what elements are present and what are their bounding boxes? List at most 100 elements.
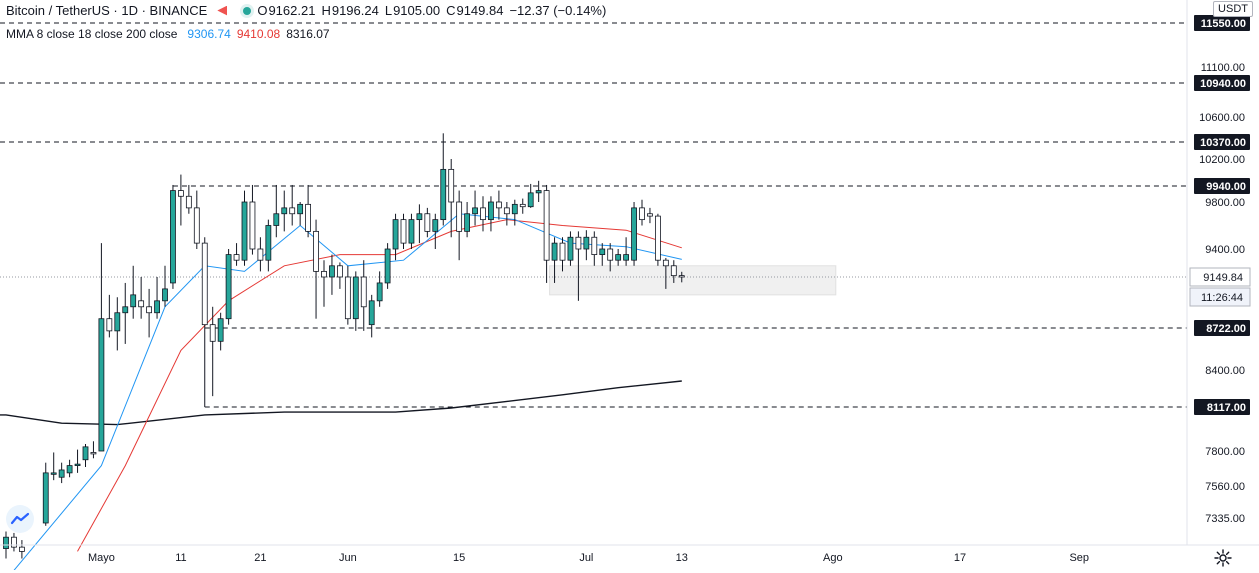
candle-body xyxy=(607,248,614,261)
price-tick-label: 7335.00 xyxy=(1205,513,1245,525)
candle-body xyxy=(42,472,49,524)
candle-body xyxy=(154,300,160,314)
candle-body xyxy=(480,207,486,221)
candle-body xyxy=(400,219,407,244)
market-status-icon xyxy=(243,6,252,15)
candle-body xyxy=(281,207,288,215)
candle-body xyxy=(360,276,367,308)
indicator-legend[interactable]: MMA 8 close 18 close 200 close 9306.74 9… xyxy=(6,27,336,41)
last-price-label: 9149.84 xyxy=(1203,272,1243,284)
candle-body xyxy=(138,300,145,308)
candle-body xyxy=(225,254,232,320)
candle-body xyxy=(177,190,184,197)
candle-body xyxy=(329,265,335,278)
candle-body xyxy=(639,207,645,221)
candle-body xyxy=(114,312,121,332)
tradingview-logo-icon[interactable] xyxy=(6,505,34,533)
candle-body xyxy=(527,192,534,208)
currency-badge[interactable]: USDT xyxy=(1213,1,1253,17)
time-tick-label: Jul xyxy=(579,552,593,564)
level-label: 11550.00 xyxy=(1201,18,1246,30)
level-label: 9940.00 xyxy=(1206,181,1246,193)
candle-body xyxy=(305,203,312,232)
candle-body xyxy=(567,236,574,261)
candle-body xyxy=(432,219,439,232)
close-key: C xyxy=(446,3,456,18)
candle-body xyxy=(623,254,629,261)
candle-body xyxy=(82,446,89,461)
candle-body xyxy=(392,219,399,250)
candle-body xyxy=(599,248,606,255)
candle-body xyxy=(583,236,590,250)
price-tick-label: 9400.00 xyxy=(1205,244,1245,256)
level-label-bg xyxy=(1194,75,1250,91)
candle-body xyxy=(98,318,105,452)
open-key: O xyxy=(257,3,268,18)
last-price-label-bg xyxy=(1189,267,1251,287)
high-key: H xyxy=(321,3,331,18)
candle-body xyxy=(249,201,256,250)
symbol-legend: Bitcoin / TetherUS · 1D · BINANCE O 9162.… xyxy=(6,3,612,18)
settings-gear-icon[interactable] xyxy=(1213,548,1233,568)
price-tick-label: 9800.00 xyxy=(1205,197,1245,209)
candle-body xyxy=(670,265,677,277)
candle-body xyxy=(241,201,248,261)
price-tick-label: 10600.00 xyxy=(1199,112,1245,124)
candle-body xyxy=(591,236,598,255)
time-tick-label: 15 xyxy=(453,552,465,564)
countdown-label: 11:26:44 xyxy=(1201,292,1243,304)
candle-body xyxy=(257,248,264,261)
close-value: 9149.84 xyxy=(456,3,504,18)
ma8-value: 9306.74 xyxy=(187,27,231,41)
candle-body xyxy=(11,536,17,548)
time-tick-label: Mayo xyxy=(88,552,115,564)
candle-body xyxy=(146,306,153,314)
symbol-title[interactable]: Bitcoin / TetherUS · 1D · BINANCE xyxy=(6,3,208,18)
low-key: L xyxy=(384,3,393,18)
time-tick-label: 21 xyxy=(254,552,266,564)
candle-body xyxy=(678,275,685,278)
candle-body xyxy=(543,190,550,261)
candle-body xyxy=(488,201,494,221)
candle-body xyxy=(511,203,518,215)
candle-body xyxy=(472,207,478,215)
candle-body xyxy=(321,270,327,278)
candle-body xyxy=(647,213,653,217)
candle-body xyxy=(416,213,423,221)
candle-body xyxy=(655,215,661,261)
candle-body xyxy=(289,207,296,215)
change-value: −12.37 (−0.14%) xyxy=(509,3,607,18)
ma200-line xyxy=(0,380,682,426)
candle-body xyxy=(615,254,622,261)
candle-body xyxy=(193,207,200,244)
candle-body xyxy=(448,168,455,203)
time-tick-label: 17 xyxy=(954,552,966,564)
candle-body xyxy=(185,195,192,209)
candle-body xyxy=(106,318,113,332)
candle-body xyxy=(575,236,582,250)
candle-body xyxy=(170,190,176,284)
price-tick-label: 10200.00 xyxy=(1199,154,1245,166)
candle-body xyxy=(130,294,137,308)
price-tick-label: 7560.00 xyxy=(1205,481,1245,493)
candle-body xyxy=(440,168,447,221)
high-value: 9196.24 xyxy=(331,3,379,18)
candle-body xyxy=(297,203,304,215)
candle-body xyxy=(58,469,65,478)
level-label-bg xyxy=(1194,134,1250,150)
level-label: 8117.00 xyxy=(1207,402,1246,414)
low-value: 9105.00 xyxy=(393,3,441,18)
candle-body xyxy=(66,465,73,474)
candle-body xyxy=(18,546,25,552)
candle-body xyxy=(74,463,81,466)
alert-icon[interactable] xyxy=(217,5,228,16)
candle-body xyxy=(265,225,272,261)
candle-body xyxy=(408,219,415,244)
indicator-title[interactable]: MMA 8 close 18 close 200 close xyxy=(6,27,178,41)
candle-body xyxy=(90,452,97,455)
candle-body xyxy=(201,242,208,326)
candle-body xyxy=(162,288,168,302)
candle-body xyxy=(503,207,510,215)
